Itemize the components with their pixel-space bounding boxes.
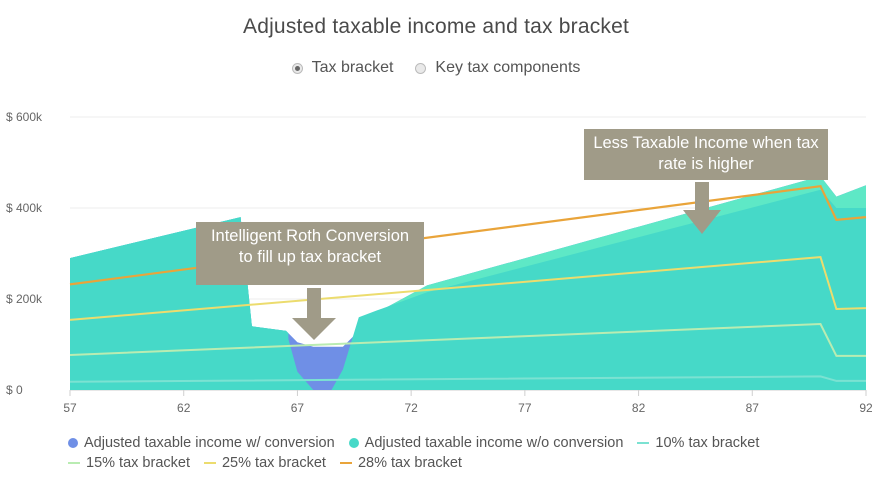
x-tick-label: 82 — [632, 401, 646, 415]
bracket-25-line — [69, 256, 867, 321]
legend-label: Adjusted taxable income w/ conversion — [84, 435, 335, 451]
x-tick-label: 77 — [518, 401, 532, 415]
roth-conversion-callout: Intelligent Roth Conversion to fill up t… — [196, 222, 424, 285]
legend-item[interactable]: 10% tax bracket — [637, 433, 759, 453]
bracket-10-line — [69, 375, 866, 383]
chart-title: Adjusted taxable income and tax bracket — [242, 15, 630, 38]
y-tick-label: $ 600k — [6, 110, 43, 124]
x-tick-label: 62 — [177, 401, 191, 415]
legend-label: 28% tax bracket — [357, 455, 462, 471]
x-tick-label: 92 — [859, 401, 872, 415]
x-tick-label: 67 — [291, 401, 305, 415]
legend-item[interactable]: 25% tax bracket — [203, 453, 326, 473]
y-tick-label: $ 0 — [6, 383, 23, 397]
legend: Adjusted taxable income w/ conversion Adj… — [68, 433, 858, 473]
legend-label: 15% tax bracket — [86, 455, 190, 471]
view-toggle: Tax bracket Key tax components — [0, 59, 872, 77]
legend-swatch — [203, 462, 216, 464]
tax-bracket-option[interactable]: Tax bracket — [291, 59, 394, 77]
less-income-callout-arrow — [683, 182, 721, 234]
x-tick-label: 87 — [746, 401, 760, 415]
legend-item[interactable]: 15% tax bracket — [68, 453, 190, 473]
legend-swatch — [348, 438, 359, 448]
tax-bracket-label: Tax bracket — [311, 59, 394, 76]
legend-item[interactable]: 28% tax bracket — [339, 453, 462, 473]
legend-item[interactable]: Adjusted taxable income w/ conversion — [68, 433, 335, 453]
legend-label: 25% tax bracket — [221, 455, 326, 471]
axes: $ 0 $ 200k $ 400k $ 600k 57 62 67 72 77 82 87 92 — [6, 110, 872, 415]
bracket-15-line — [69, 322, 866, 357]
legend-swatch — [68, 462, 80, 464]
key-tax-components-label: Key tax components — [435, 59, 581, 76]
legend-swatch — [339, 462, 352, 464]
bracket-28-line — [69, 185, 867, 286]
x-tick-label: 72 — [404, 401, 418, 415]
legend-item[interactable]: Adjusted taxable income w/o conversion — [348, 433, 624, 453]
x-tick-label: 57 — [63, 401, 77, 415]
legend-label: 10% tax bracket — [655, 435, 760, 451]
roth-callout-arrow — [292, 288, 336, 340]
callout-arrows — [292, 182, 721, 340]
legend-swatch — [68, 438, 78, 448]
tax-bracket-radio[interactable] — [291, 62, 303, 74]
key-tax-components-radio[interactable] — [415, 62, 427, 74]
y-tick-label: $ 400k — [6, 201, 43, 215]
less-taxable-income-callout: Less Taxable Income when tax rate is hig… — [584, 129, 828, 180]
legend-label: Adjusted taxable income w/o conversion — [364, 435, 624, 451]
y-tick-label: $ 200k — [6, 292, 43, 306]
key-tax-components-option[interactable]: Key tax components — [415, 59, 580, 77]
bracket-lines — [69, 185, 867, 383]
legend-swatch — [637, 442, 650, 444]
